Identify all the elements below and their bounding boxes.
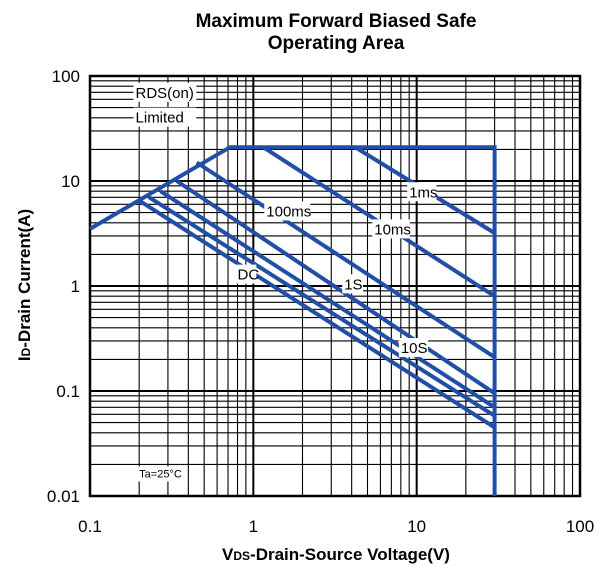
tick-labels: 0.1 1 10 100 0.01 0.1 1 10 100 <box>47 67 594 536</box>
x-tick-label: 1 <box>249 517 258 536</box>
series-line-7 <box>148 195 496 418</box>
annotation-background <box>133 82 197 102</box>
y-tick-label: 100 <box>52 67 80 86</box>
annotation-background <box>372 219 410 239</box>
annotation-background <box>398 338 429 358</box>
series-lines <box>88 145 497 496</box>
series-line-1 <box>88 145 497 496</box>
annotation-background <box>137 466 185 482</box>
y-axis-label-subscript: D <box>19 347 33 356</box>
plot-frame <box>88 74 582 498</box>
annotation-background <box>235 264 257 284</box>
y-axis-label-prefix: I <box>15 356 34 361</box>
y-tick-label: 0.01 <box>47 487 80 506</box>
annotation-background <box>264 201 311 221</box>
x-axis-label-subscript: DS <box>233 549 250 563</box>
annotation-background <box>342 274 363 294</box>
x-axis-label-prefix: V <box>222 545 234 564</box>
annotation-label: 10ms <box>374 221 411 238</box>
annotation-background <box>133 107 197 127</box>
y-axis-label-rest: -Drain Current(A) <box>15 209 34 348</box>
x-tick-label: 100 <box>566 517 594 536</box>
annotation-label: RDS(on) <box>136 85 194 102</box>
series-line-4 <box>195 160 496 359</box>
annotation-label: 10S <box>401 340 428 357</box>
y-tick-label: 1 <box>71 277 80 296</box>
annotation-label: Limited <box>136 110 184 127</box>
x-axis-label-rest: -Drain-Source Voltage(V) <box>250 545 450 564</box>
annotation-background <box>407 182 437 202</box>
series-line-5 <box>175 179 496 395</box>
annotations: RDS(on) Limited 1ms 100ms 10ms DC 1S 10S Ta=25°C <box>133 82 438 482</box>
annotation-label: 1S <box>344 276 362 293</box>
y-tick-label: 0.1 <box>56 382 80 401</box>
annotation-label: Ta=25°C <box>139 469 182 481</box>
chart-title-line2: Operating Area <box>268 33 405 54</box>
y-tick-label: 10 <box>61 172 80 191</box>
chart-title-line1: Maximum Forward Biased Safe <box>196 11 477 32</box>
x-tick-label: 10 <box>407 517 426 536</box>
annotation-label: 1ms <box>409 184 437 201</box>
x-tick-label: 0.1 <box>78 517 102 536</box>
series-line-8 <box>138 198 496 430</box>
x-axis-label: VDS-Drain-Source Voltage(V) <box>222 545 450 564</box>
annotation-label: DC <box>238 267 260 284</box>
y-axis-label: ID-Drain Current(A) <box>15 209 34 361</box>
series-line-6 <box>159 189 496 409</box>
annotation-label: 100ms <box>266 203 311 220</box>
